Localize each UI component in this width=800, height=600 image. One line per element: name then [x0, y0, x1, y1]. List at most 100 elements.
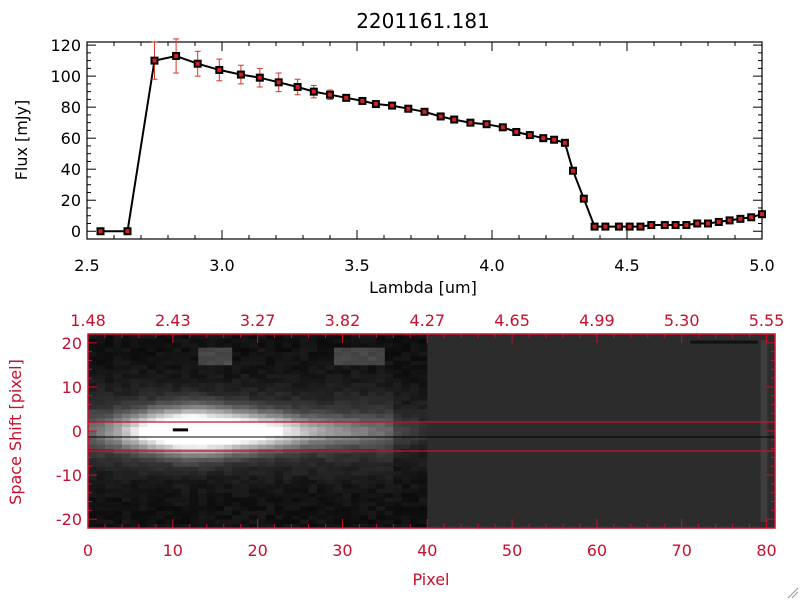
image-pixel — [130, 510, 140, 516]
image-pixel — [257, 382, 267, 388]
image-pixel — [232, 426, 242, 432]
image-pixel — [232, 369, 242, 375]
image-pixel — [147, 378, 157, 383]
image-pixel — [138, 351, 148, 357]
image-pixel — [376, 378, 386, 383]
resize-grip-icon[interactable] — [787, 587, 799, 599]
image-pixel — [121, 523, 131, 529]
image-pixel — [138, 501, 148, 507]
image-pixel — [410, 338, 420, 344]
image-pixel — [333, 475, 343, 480]
image-pixel — [198, 483, 208, 489]
image-pixel — [317, 439, 326, 445]
image-pixel — [283, 413, 292, 419]
image-pixel — [300, 505, 309, 511]
image-pixel — [283, 505, 292, 511]
image-pixel — [367, 523, 377, 529]
image-pixel — [300, 466, 309, 472]
image-pixel — [223, 497, 233, 502]
image-pixel — [189, 470, 199, 476]
data-point-center — [438, 114, 443, 119]
image-pixel — [223, 364, 233, 370]
image-pixel — [283, 492, 292, 498]
image-pixel — [113, 479, 123, 485]
image-pixel — [113, 417, 123, 423]
image-pixel — [181, 479, 191, 485]
image-pixel — [300, 422, 309, 427]
image-pixel — [418, 505, 428, 511]
image-pixel — [88, 360, 97, 366]
image-pixel — [189, 523, 199, 529]
image-pixel — [333, 514, 343, 520]
image-pixel — [88, 461, 97, 467]
image-pixel — [342, 514, 352, 520]
image-pixel — [172, 369, 182, 375]
image-pixel — [376, 505, 386, 511]
image-pixel — [96, 334, 106, 339]
image-pixel — [240, 360, 250, 366]
image-pixel — [393, 395, 403, 401]
image-pixel — [418, 435, 428, 441]
image-pixel — [367, 347, 377, 353]
image-pixel — [181, 347, 191, 353]
image-pixel — [350, 395, 360, 401]
image-pixel — [410, 501, 420, 507]
image-pixel — [317, 404, 326, 410]
image-pixel — [350, 435, 360, 441]
image-pixel — [130, 334, 140, 339]
image-pixel — [317, 435, 326, 441]
image-pixel — [291, 417, 301, 423]
image-pixel — [274, 501, 284, 507]
image-pixel — [138, 395, 148, 401]
image-pixel — [266, 369, 275, 375]
image-pixel — [164, 382, 174, 388]
image-pixel — [266, 382, 275, 388]
image-pixel — [359, 364, 369, 370]
image-pixel — [155, 417, 165, 423]
image-pixel — [206, 519, 216, 524]
image-pixel — [147, 413, 157, 419]
image-pixel — [240, 519, 250, 524]
image-pixel — [189, 510, 199, 516]
image-pixel — [283, 470, 292, 476]
image-pixel — [130, 466, 140, 472]
image-pixel — [96, 497, 106, 502]
image-pixel — [189, 431, 199, 436]
image-pixel — [342, 510, 352, 516]
image-pixel — [164, 400, 174, 405]
image-pixel — [266, 338, 275, 344]
image-pixel — [266, 373, 275, 379]
spectrum-plot-frame — [86, 41, 763, 240]
image-pixel — [113, 391, 123, 397]
image-pixel — [215, 356, 225, 361]
image-pixel — [300, 514, 309, 520]
image-pixel — [376, 382, 386, 388]
image-pixel — [232, 510, 242, 516]
data-point-center — [373, 102, 378, 107]
image-pixel — [181, 373, 191, 379]
image-pixel — [249, 466, 259, 472]
image-pixel — [317, 461, 326, 467]
image-pixel — [359, 479, 369, 485]
image-pixel — [198, 479, 208, 485]
image-pixel — [164, 444, 174, 450]
image-pixel — [240, 364, 250, 370]
image-pixel — [350, 422, 360, 427]
image-pixel — [300, 519, 309, 524]
image-pixel — [359, 334, 369, 339]
image-pixel — [308, 347, 318, 353]
image-pixel — [88, 342, 97, 348]
image-pixel — [393, 514, 403, 520]
image-pixel — [359, 461, 369, 467]
image-pixel — [88, 479, 97, 485]
image-pixel — [317, 391, 326, 397]
image-pixel — [240, 369, 250, 375]
image-pixel — [88, 351, 97, 357]
image-pixel — [96, 505, 106, 511]
image-pixel — [88, 417, 97, 423]
image-pixel — [155, 373, 165, 379]
image-pixel — [333, 386, 343, 392]
image-pixel — [172, 497, 182, 502]
image-pixel — [223, 426, 233, 432]
image-pixel — [266, 439, 275, 445]
